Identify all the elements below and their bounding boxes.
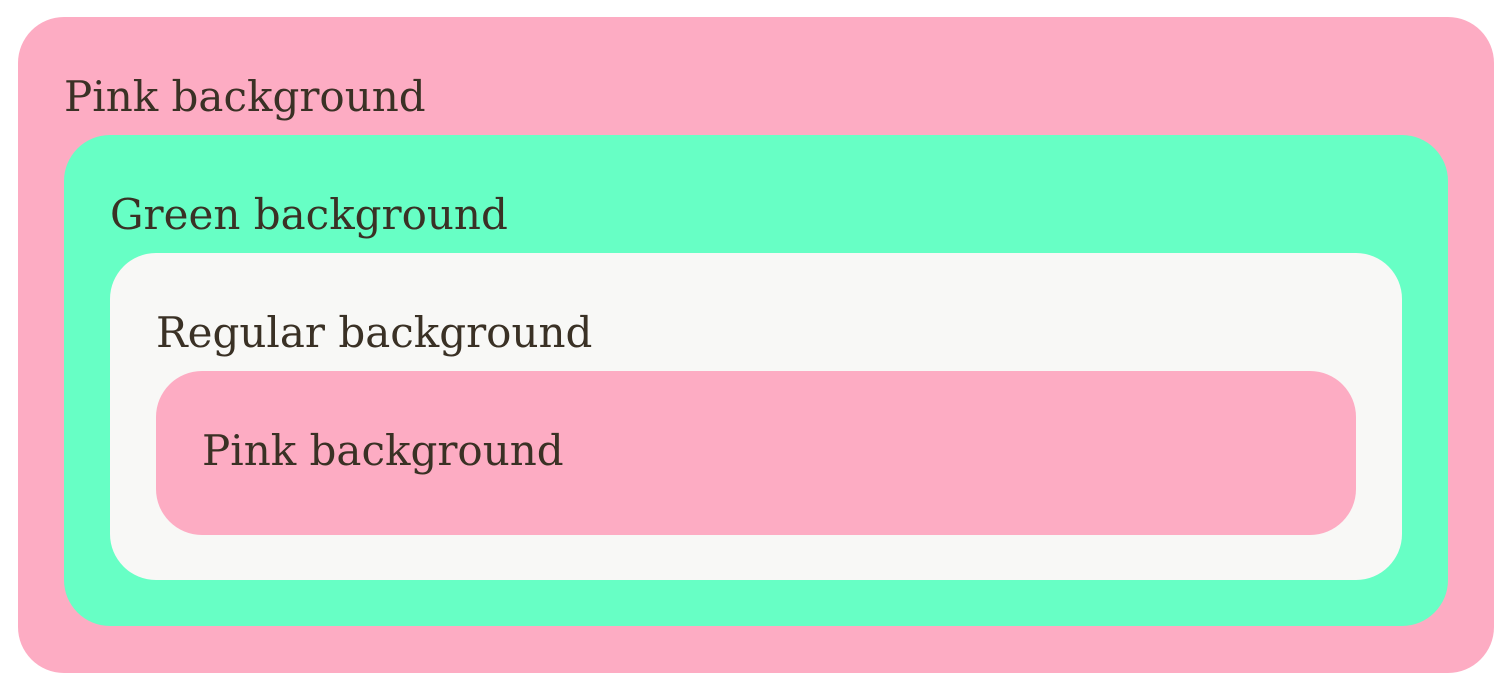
green-background-label: Green background bbox=[110, 190, 508, 239]
outer-pink-background-label: Pink background bbox=[64, 72, 426, 121]
outer-pink-background-box: Pink background Green background Regular… bbox=[18, 17, 1494, 673]
green-background-box: Green background Regular background Pink… bbox=[64, 135, 1448, 626]
inner-pink-background-box: Pink background bbox=[156, 371, 1356, 535]
regular-background-label: Regular background bbox=[156, 308, 593, 357]
inner-pink-background-label: Pink background bbox=[202, 426, 564, 475]
regular-background-box: Regular background Pink background bbox=[110, 253, 1402, 580]
